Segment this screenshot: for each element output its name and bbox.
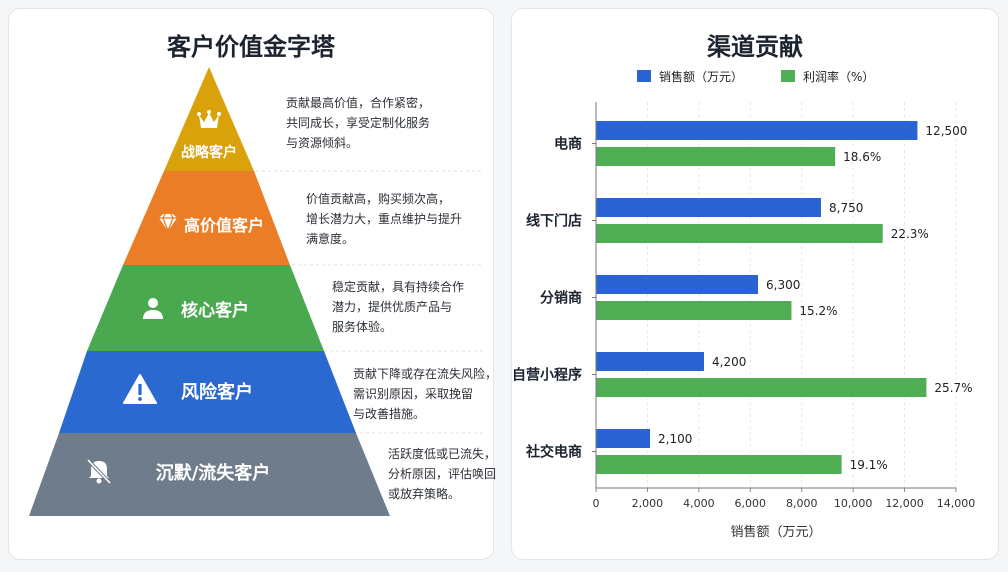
- bell-off-icon: [86, 458, 112, 485]
- x-tick-label: 10,000: [834, 497, 873, 510]
- chart-bars: 12,500 18.6% 8,750 22.3% 6,300 15.2% 4,200 25.7…: [596, 121, 973, 474]
- x-tick-label: 2,000: [632, 497, 664, 510]
- tier-label-silent: 沉默/流失客户: [156, 462, 271, 484]
- chart-grid: [646, 102, 957, 488]
- tier-desc-core: 稳定贡献，具有持续合作 潜力，提供优质产品与 服务体验。: [332, 280, 465, 334]
- category-label: 自营小程序: [512, 367, 582, 384]
- x-tick-label: 4,000: [683, 497, 715, 510]
- tier-desc-silent: 活跃度低或已流失， 分析原因，评估唤回 或放弃策略。: [388, 447, 497, 501]
- x-tick-label: 6,000: [735, 497, 767, 510]
- user-icon: [143, 298, 163, 319]
- tier-label-core: 核心客户: [181, 300, 249, 321]
- bar-label-sales: 8,750: [829, 201, 863, 215]
- crown-icon: [197, 110, 221, 128]
- bar-label-margin: 22.3%: [891, 227, 929, 241]
- x-tick-label: 0: [593, 497, 600, 510]
- chart-axes: 0 2,000 4,000 6,000 8,000 10,000 12,000 14,000 电…: [512, 102, 975, 510]
- chart-legend: 销售额（万元） 利润率（%）: [637, 69, 874, 84]
- x-tick-label: 8,000: [786, 497, 818, 510]
- tier-desc-risk: 贡献下降或存在流失风险， 需识别原因，采取挽留 与改善措施。: [353, 367, 498, 421]
- tier-shape-core: [87, 265, 324, 351]
- category-label: 电商: [554, 136, 582, 153]
- category-label: 分销商: [540, 290, 582, 307]
- x-axis-label: 销售额（万元）: [730, 524, 821, 540]
- x-tick-label: 12,000: [885, 497, 924, 510]
- bar-label-margin: 15.2%: [799, 304, 837, 318]
- warning-icon: [123, 374, 157, 404]
- bar-label-margin: 19.1%: [850, 458, 888, 472]
- category-label: 社交电商: [525, 444, 582, 461]
- bar-label-sales: 2,100: [658, 432, 692, 446]
- tier-shape-risk: [59, 351, 356, 433]
- tier-desc-strategic: 贡献最高价值，合作紧密， 共同成长，享受定制化服务 与资源倾斜。: [286, 96, 431, 150]
- bar-margin: [596, 455, 842, 474]
- legend-swatch: [781, 70, 795, 82]
- bar-margin: [596, 301, 792, 320]
- bar-sales: [596, 121, 918, 140]
- bar-margin: [596, 378, 927, 397]
- legend-swatch: [637, 70, 651, 82]
- legend-label: 销售额（万元）: [659, 69, 743, 84]
- tier-label-strategic: 战略客户: [181, 144, 237, 161]
- tier-desc-high-value: 价值贡献高，购买频次高， 增长潜力大，重点维护与提升 满意度。: [306, 192, 463, 246]
- pyramid-tier-risk: 风险客户: [59, 351, 356, 433]
- bar-label-sales: 4,200: [712, 355, 746, 369]
- bar-label-margin: 25.7%: [934, 381, 972, 395]
- bar-margin: [596, 224, 883, 243]
- legend-label: 利润率（%）: [803, 69, 874, 84]
- pyramid-graphic: 战略客户 高价值客户 核心客户 风险客户: [29, 67, 484, 516]
- tier-label-high-value: 高价值客户: [184, 216, 264, 235]
- pyramid-tier-strategic: 战略客户: [164, 67, 254, 171]
- bar-label-margin: 18.6%: [843, 150, 881, 164]
- category-label: 线下门店: [526, 213, 582, 230]
- pyramid-tier-silent: 沉默/流失客户: [29, 433, 390, 516]
- bar-label-sales: 6,300: [766, 278, 800, 292]
- x-tick-label: 14,000: [937, 497, 976, 510]
- diamond-icon: [159, 213, 177, 233]
- tier-shape-high-value: [123, 171, 290, 265]
- tier-label-risk: 风险客户: [181, 381, 253, 403]
- bar-sales: [596, 275, 758, 294]
- pyramid-tier-high-value: 高价值客户: [123, 171, 290, 265]
- bar-sales: [596, 429, 650, 448]
- pyramid-tier-core: 核心客户: [87, 265, 324, 351]
- tier-shape-silent: [29, 433, 390, 516]
- bar-label-sales: 12,500: [925, 124, 967, 138]
- chart-title: 渠道贡献: [707, 33, 803, 61]
- bar-margin: [596, 147, 836, 166]
- bar-sales: [596, 198, 821, 217]
- pyramid-title: 客户价值金字塔: [167, 33, 335, 61]
- bar-sales: [596, 352, 704, 371]
